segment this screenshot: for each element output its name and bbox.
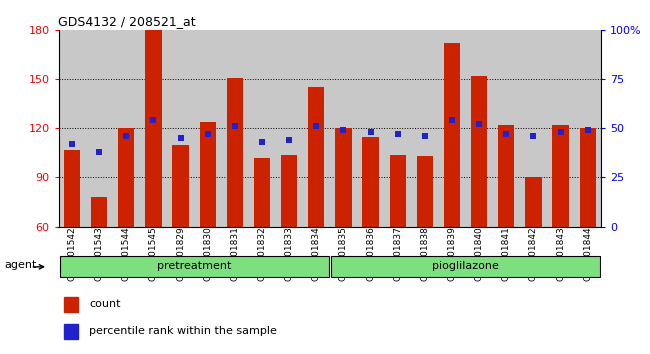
Bar [493, 30, 520, 227]
Point [203, 131, 213, 137]
Bar [363, 137, 379, 227]
Bar [167, 30, 194, 227]
Bar [64, 297, 78, 312]
Bar [308, 87, 324, 227]
Bar [547, 30, 574, 227]
Point [284, 137, 294, 143]
Bar [276, 30, 303, 227]
Text: GDS4132 / 208521_at: GDS4132 / 208521_at [58, 15, 196, 28]
Bar [64, 150, 80, 227]
Bar [465, 30, 493, 227]
Bar [91, 197, 107, 227]
Point [393, 131, 403, 137]
Bar [303, 30, 330, 227]
Bar [471, 76, 488, 227]
Text: percentile rank within the sample: percentile rank within the sample [89, 326, 277, 336]
Bar [172, 145, 188, 227]
Bar [335, 129, 352, 227]
Point [311, 124, 322, 129]
Point [338, 127, 348, 133]
Bar [357, 30, 384, 227]
Bar [140, 30, 167, 227]
Point [420, 133, 430, 139]
Point [582, 127, 593, 133]
Bar [221, 30, 248, 227]
Point [365, 130, 376, 135]
Point [94, 149, 105, 155]
Bar [227, 78, 243, 227]
Point [148, 118, 159, 123]
Bar [281, 154, 297, 227]
Point [501, 131, 512, 137]
Bar [194, 30, 221, 227]
Text: agent: agent [5, 260, 37, 270]
Bar [146, 30, 162, 227]
Bar [254, 158, 270, 227]
Bar [525, 177, 541, 227]
FancyBboxPatch shape [60, 256, 328, 277]
Bar [384, 30, 411, 227]
Bar [498, 125, 514, 227]
Point [528, 133, 539, 139]
Point [257, 139, 267, 145]
Point [67, 141, 77, 147]
Point [176, 135, 186, 141]
Bar [444, 43, 460, 227]
Bar [200, 122, 216, 227]
Bar [389, 154, 406, 227]
Bar [580, 129, 596, 227]
Bar [113, 30, 140, 227]
Text: pretreatment: pretreatment [157, 261, 231, 271]
Bar [86, 30, 113, 227]
Bar [411, 30, 438, 227]
Point [229, 124, 240, 129]
Point [555, 130, 566, 135]
FancyBboxPatch shape [332, 256, 600, 277]
Bar [574, 30, 601, 227]
Point [121, 133, 131, 139]
Text: count: count [89, 299, 121, 309]
Bar [552, 125, 569, 227]
Bar [417, 156, 433, 227]
Point [447, 118, 457, 123]
Bar [118, 129, 135, 227]
Bar [64, 324, 78, 339]
Text: pioglilazone: pioglilazone [432, 261, 499, 271]
Bar [58, 30, 86, 227]
Bar [439, 30, 465, 227]
Point [474, 121, 484, 127]
Bar [330, 30, 357, 227]
Bar [248, 30, 276, 227]
Bar [520, 30, 547, 227]
